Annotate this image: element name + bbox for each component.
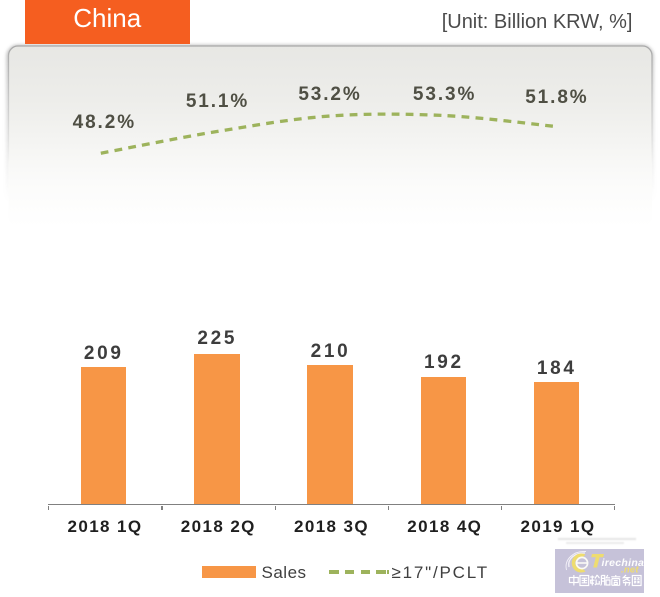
svg-text:irechina: irechina: [602, 557, 645, 569]
svg-text:.net: .net: [621, 565, 639, 576]
